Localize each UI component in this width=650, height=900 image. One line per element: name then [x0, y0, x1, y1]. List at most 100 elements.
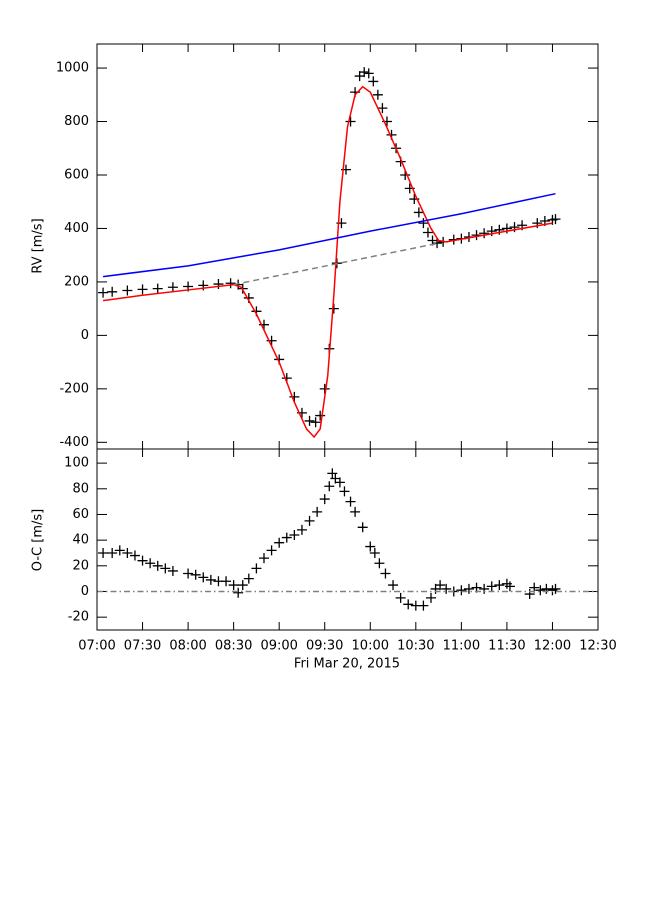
data-point: [345, 496, 356, 507]
data-point: [550, 583, 561, 594]
data-point: [418, 218, 429, 229]
data-point: [205, 574, 216, 585]
data-point: [289, 530, 300, 541]
x-tick-label: 09:30: [306, 639, 343, 654]
y-axis-label: O-C [m/s]: [31, 509, 46, 571]
data-point: [403, 599, 414, 610]
data-point: [504, 581, 515, 592]
data-point: [183, 568, 194, 579]
y-tick-label: 0: [81, 328, 89, 343]
data-point: [145, 558, 156, 569]
data-point: [137, 284, 148, 295]
y-axis-label: RV [m/s]: [31, 218, 46, 273]
y-tick-label: 20: [72, 558, 89, 573]
data-point: [541, 583, 552, 594]
data-point: [374, 558, 385, 569]
data-point: [324, 481, 335, 492]
data-point: [114, 545, 125, 556]
data-point: [304, 515, 315, 526]
data-point: [334, 477, 345, 488]
data-point: [319, 494, 330, 505]
data-point: [494, 580, 505, 591]
x-tick-label: 09:00: [260, 639, 297, 654]
x-tick-label: 07:30: [124, 639, 161, 654]
data-point: [413, 207, 424, 218]
data-point: [213, 279, 224, 290]
data-point: [190, 569, 201, 580]
data-point: [535, 585, 546, 596]
data-point: [122, 285, 133, 296]
data-point: [266, 545, 277, 556]
data-point: [129, 550, 140, 561]
x-axis-label: Fri Mar 20, 2015: [294, 657, 400, 672]
y-tick-label: -200: [59, 381, 89, 396]
data-point: [441, 583, 452, 594]
plot-frame: [96, 43, 599, 450]
data-point: [377, 103, 388, 114]
data-point: [107, 547, 118, 558]
data-point: [225, 278, 236, 289]
data-point: [369, 547, 380, 558]
data-point: [98, 287, 109, 298]
y-tick-label: 100: [64, 456, 89, 471]
data-point: [98, 547, 109, 558]
data-point: [137, 555, 148, 566]
y-tick-label: -400: [59, 435, 89, 450]
y-tick-label: 800: [64, 114, 89, 129]
y-tick-label: 600: [64, 167, 89, 182]
data-point: [327, 468, 338, 479]
data-point: [426, 592, 436, 603]
data-point: [304, 415, 315, 426]
data-point: [339, 486, 350, 497]
data-point: [479, 228, 490, 239]
y-tick-label: 400: [64, 221, 89, 236]
data-point: [550, 214, 561, 225]
data-point: [259, 553, 269, 564]
data-point: [365, 541, 376, 552]
data-point: [167, 565, 178, 576]
data-point: [160, 563, 171, 574]
model-line: [102, 85, 553, 439]
y-tick-label: 1000: [56, 61, 89, 76]
y-tick-label: 40: [72, 533, 89, 548]
data-point: [274, 537, 285, 548]
x-tick-label: 12:30: [579, 639, 616, 654]
y-tick-label: 80: [72, 481, 89, 496]
data-point: [380, 568, 391, 579]
y-tick-label: 60: [72, 507, 89, 522]
data-point: [233, 587, 244, 598]
x-tick-label: 08:00: [169, 639, 206, 654]
data-point: [315, 410, 326, 421]
data-point: [524, 589, 535, 600]
data-point: [486, 581, 497, 592]
data-point: [328, 303, 339, 314]
data-point: [422, 227, 433, 238]
x-tick-label: 12:00: [534, 639, 571, 654]
data-point: [198, 572, 209, 583]
x-tick-label: 11:00: [443, 639, 480, 654]
x-tick-label: 07:00: [78, 639, 115, 654]
x-tick-label: 11:30: [488, 639, 525, 654]
data-point: [281, 532, 292, 543]
data-point: [243, 573, 254, 584]
data-point: [354, 71, 365, 82]
data-point: [228, 580, 239, 591]
data-point: [368, 76, 379, 87]
model-line: [233, 242, 439, 286]
data-point: [167, 282, 178, 293]
x-tick-label: 10:30: [397, 639, 434, 654]
data-point: [296, 524, 307, 535]
x-tick-label: 08:30: [215, 639, 252, 654]
data-point: [345, 116, 356, 127]
data-point: [310, 417, 321, 428]
plot-frame: [96, 448, 599, 631]
data-point: [395, 592, 406, 603]
model-line: [102, 192, 556, 278]
data-point: [479, 583, 490, 594]
data-point: [435, 580, 446, 591]
data-point: [312, 506, 323, 517]
data-point: [388, 580, 399, 591]
y-tick-label: 0: [81, 584, 89, 599]
data-point: [107, 286, 118, 297]
